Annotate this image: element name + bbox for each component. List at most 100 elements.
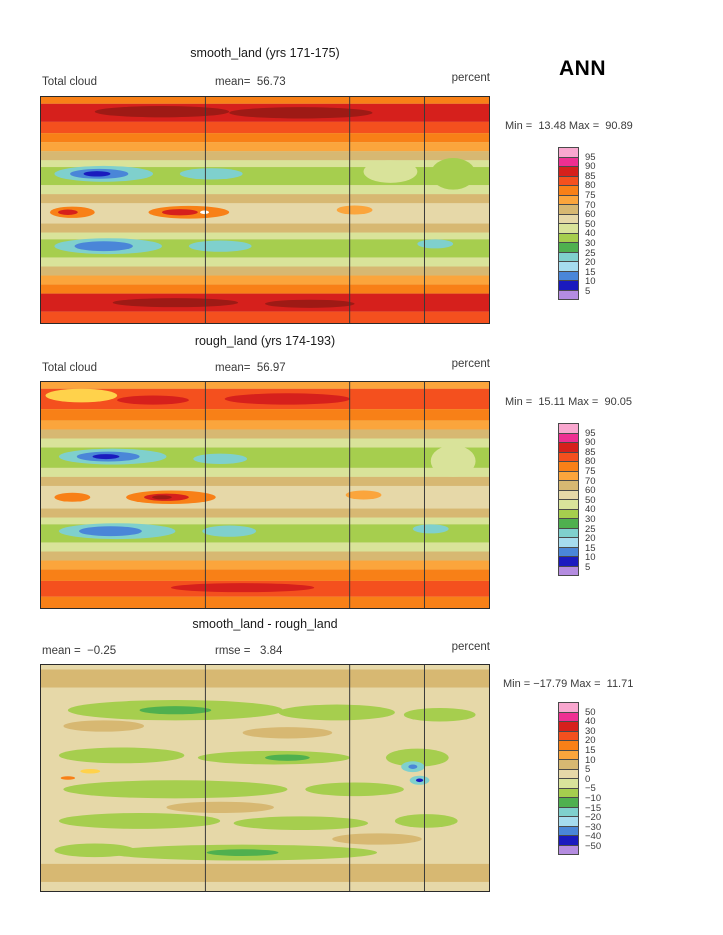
colorbar-tick-label: 90 — [585, 161, 596, 173]
colorbar-tick-label: 50 — [585, 494, 596, 506]
contour-blob — [139, 706, 212, 715]
contour-blob — [403, 707, 476, 722]
colorbar-cell — [558, 289, 579, 300]
colorbar-tick-label: 75 — [585, 465, 596, 477]
contour-blob — [54, 492, 91, 502]
colorbar-tick-label: 20 — [585, 533, 596, 545]
colorbar-tick-label: 0 — [585, 773, 591, 785]
contour-blob — [117, 395, 189, 405]
panel1-variable-label: Total cloud — [42, 76, 97, 88]
colorbar-tick-label: 40 — [585, 504, 596, 516]
colorbar-tick-label: 40 — [585, 716, 596, 728]
contour-blob — [417, 239, 454, 249]
colorbar-tick-label: 95 — [585, 427, 596, 439]
contour-blob — [202, 525, 257, 537]
contour-band — [41, 151, 489, 161]
contour-blob — [265, 299, 355, 308]
contour-blob — [278, 704, 395, 721]
colorbar-tick-label: 75 — [585, 189, 596, 201]
contour-blob — [63, 780, 288, 799]
colorbar-tick-label: −30 — [585, 821, 602, 833]
colorbar-tick-label: 5 — [585, 285, 591, 297]
contour-band — [41, 275, 489, 285]
colorbar-tick-label: −40 — [585, 831, 602, 843]
panel3-title: smooth_land - rough_land — [192, 617, 338, 631]
contour-band — [41, 420, 489, 430]
panel3-units-label: percent — [451, 641, 490, 653]
colorbar-cell — [558, 565, 579, 576]
panel1-title: smooth_land (yrs 171-175) — [190, 46, 340, 60]
contour-blob — [415, 778, 424, 783]
contour-blob — [152, 495, 172, 500]
panel3-colorbar: 50 40 30 20 15 10 5 0 −5 −10 −15 −20 −30 −40 −50 — [558, 702, 618, 855]
colorbar-tick-label: −15 — [585, 802, 602, 814]
colorbar-tick-label: 10 — [585, 552, 596, 564]
contour-band — [41, 665, 489, 670]
contour-band — [41, 476, 489, 486]
contour-blob — [206, 849, 279, 856]
panel2-colorbar: 95 90 85 80 75 70 60 50 40 30 25 20 15 10 5 — [558, 423, 618, 576]
contour-band — [41, 133, 489, 143]
contour-band — [41, 142, 489, 152]
contour-blob — [45, 388, 118, 403]
contour-band — [41, 232, 489, 240]
panel3-minmax: Min = −17.79 Max = 11.71 — [503, 678, 634, 690]
contour-blob — [412, 524, 449, 534]
contour-blob — [79, 526, 142, 537]
colorbar-tick-label: 80 — [585, 456, 596, 468]
colorbar-tick-label: −20 — [585, 812, 602, 824]
contour-band — [41, 203, 489, 224]
colorbar-tick-label: 40 — [585, 228, 596, 240]
contour-band — [41, 284, 489, 294]
contour-band — [41, 863, 489, 882]
contour-band — [41, 185, 489, 195]
colorbar-tick-label: 25 — [585, 247, 596, 259]
colorbar-tick-label: 70 — [585, 199, 596, 211]
panel1-map — [40, 96, 490, 324]
contour-blob — [385, 748, 449, 767]
panel2-title: rough_land (yrs 174-193) — [194, 334, 336, 348]
panel2-variable-label: Total cloud — [42, 362, 97, 374]
contour-band — [41, 517, 489, 525]
contour-band — [41, 97, 489, 104]
contour-band — [41, 596, 489, 608]
contour-band — [41, 409, 489, 421]
contour-blob — [242, 727, 333, 739]
contour-band — [41, 293, 489, 312]
contour-blob — [305, 782, 404, 797]
contour-blob — [170, 583, 315, 593]
contour-blob — [58, 813, 221, 829]
colorbar-tick-label: 90 — [585, 437, 596, 449]
contour-blob — [224, 393, 351, 405]
contour-map — [41, 382, 489, 608]
colorbar-tick-label: −10 — [585, 792, 602, 804]
colorbar-tick-label: 15 — [585, 266, 596, 278]
contour-band — [41, 669, 489, 688]
contour-blob — [265, 754, 310, 761]
contour-band — [41, 266, 489, 276]
contour-blob — [200, 210, 209, 215]
contour-band — [41, 223, 489, 233]
colorbar-tick-label: 5 — [585, 561, 591, 573]
contour-band — [41, 121, 489, 134]
contour-band — [41, 560, 489, 570]
contour-blob — [430, 445, 476, 477]
contour-band — [41, 881, 489, 891]
panel3-mean-label: mean = −0.25 — [42, 645, 117, 657]
contour-band — [41, 160, 489, 168]
contour-blob — [394, 814, 458, 828]
contour-blob — [166, 801, 274, 814]
contour-map — [41, 665, 489, 891]
panel3-map — [40, 664, 490, 892]
colorbar-tick-label: −50 — [585, 840, 602, 852]
contour-blob — [345, 490, 382, 500]
colorbar-tick-label: 15 — [585, 744, 596, 756]
colorbar-cell — [558, 844, 579, 855]
colorbar-tick-label: 60 — [585, 209, 596, 221]
colorbar-tick-label: 20 — [585, 735, 596, 747]
colorbar-tick-label: 5 — [585, 764, 591, 776]
colorbar-tick-label: 85 — [585, 446, 596, 458]
contour-blob — [336, 205, 373, 215]
contour-blob — [94, 106, 230, 118]
